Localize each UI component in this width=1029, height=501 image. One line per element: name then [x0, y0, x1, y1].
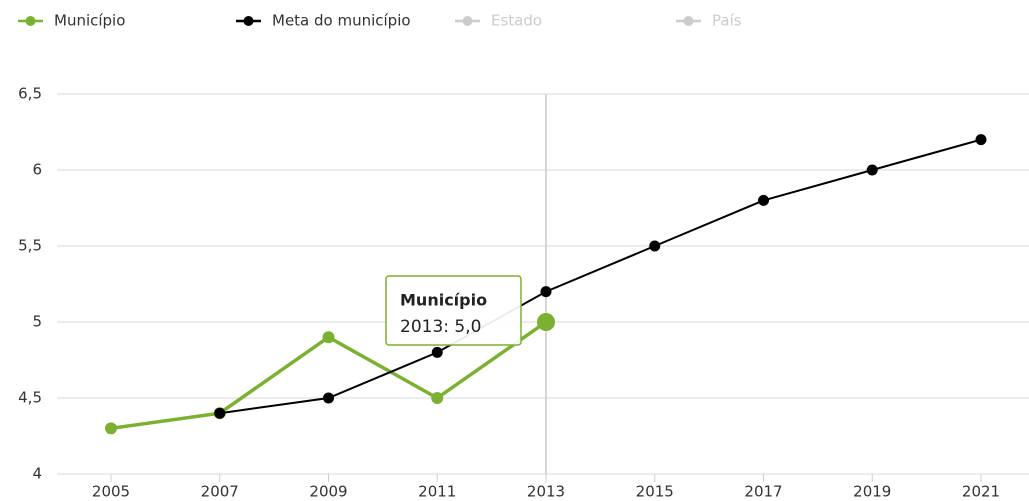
x-tick-label: 2015 [636, 483, 674, 501]
data-point [540, 286, 552, 298]
data-point [323, 392, 334, 404]
tooltip-text: 2013: 5,0 [400, 317, 481, 337]
data-point [322, 331, 335, 344]
plot [105, 134, 987, 435]
data-point [758, 194, 769, 206]
data-point [537, 313, 555, 331]
x-tick-label: 2005 [92, 483, 130, 501]
legend-label[interactable]: Meta do município [272, 12, 411, 30]
grid: 4 4,5 5 5,5 6 6,5 2005 2007 2009 2011 2013 2015 2017… [18, 85, 1029, 501]
data-point [649, 240, 661, 252]
y-tick-label: 4,5 [18, 389, 42, 407]
data-point [105, 422, 117, 435]
legend-marker [243, 16, 254, 26]
x-tick-label: 2007 [201, 483, 239, 501]
legend: Município Meta do município Estado País [18, 12, 742, 30]
legend-marker [462, 16, 473, 26]
x-tick-label: 2009 [309, 483, 347, 501]
y-tick-label: 5 [32, 313, 42, 331]
x-tick-label: 2011 [418, 483, 456, 501]
data-point [431, 346, 443, 358]
data-point [431, 392, 444, 404]
series-line [219, 138, 982, 415]
legend-label[interactable]: Município [54, 12, 125, 30]
x-tick-label: 2017 [744, 483, 782, 501]
x-tick-label: 2019 [853, 483, 891, 501]
y-tick-label: 6,5 [18, 85, 42, 103]
data-point [866, 164, 878, 176]
legend-label[interactable]: Estado [491, 12, 542, 30]
legend-label[interactable]: País [712, 12, 742, 30]
data-point [975, 134, 987, 146]
x-tick-label: 2013 [527, 483, 565, 501]
y-tick-label: 4 [32, 465, 42, 483]
data-point [214, 407, 226, 419]
legend-marker [25, 16, 36, 26]
tooltip: Município 2013: 5,0 [385, 275, 522, 346]
tooltip-title: Município [400, 291, 487, 310]
y-tick-label: 6 [32, 161, 42, 179]
y-tick-label: 5,5 [18, 237, 42, 255]
legend-marker [683, 16, 694, 26]
tooltip-box [385, 275, 522, 346]
x-tick-label: 2021 [962, 483, 1000, 501]
